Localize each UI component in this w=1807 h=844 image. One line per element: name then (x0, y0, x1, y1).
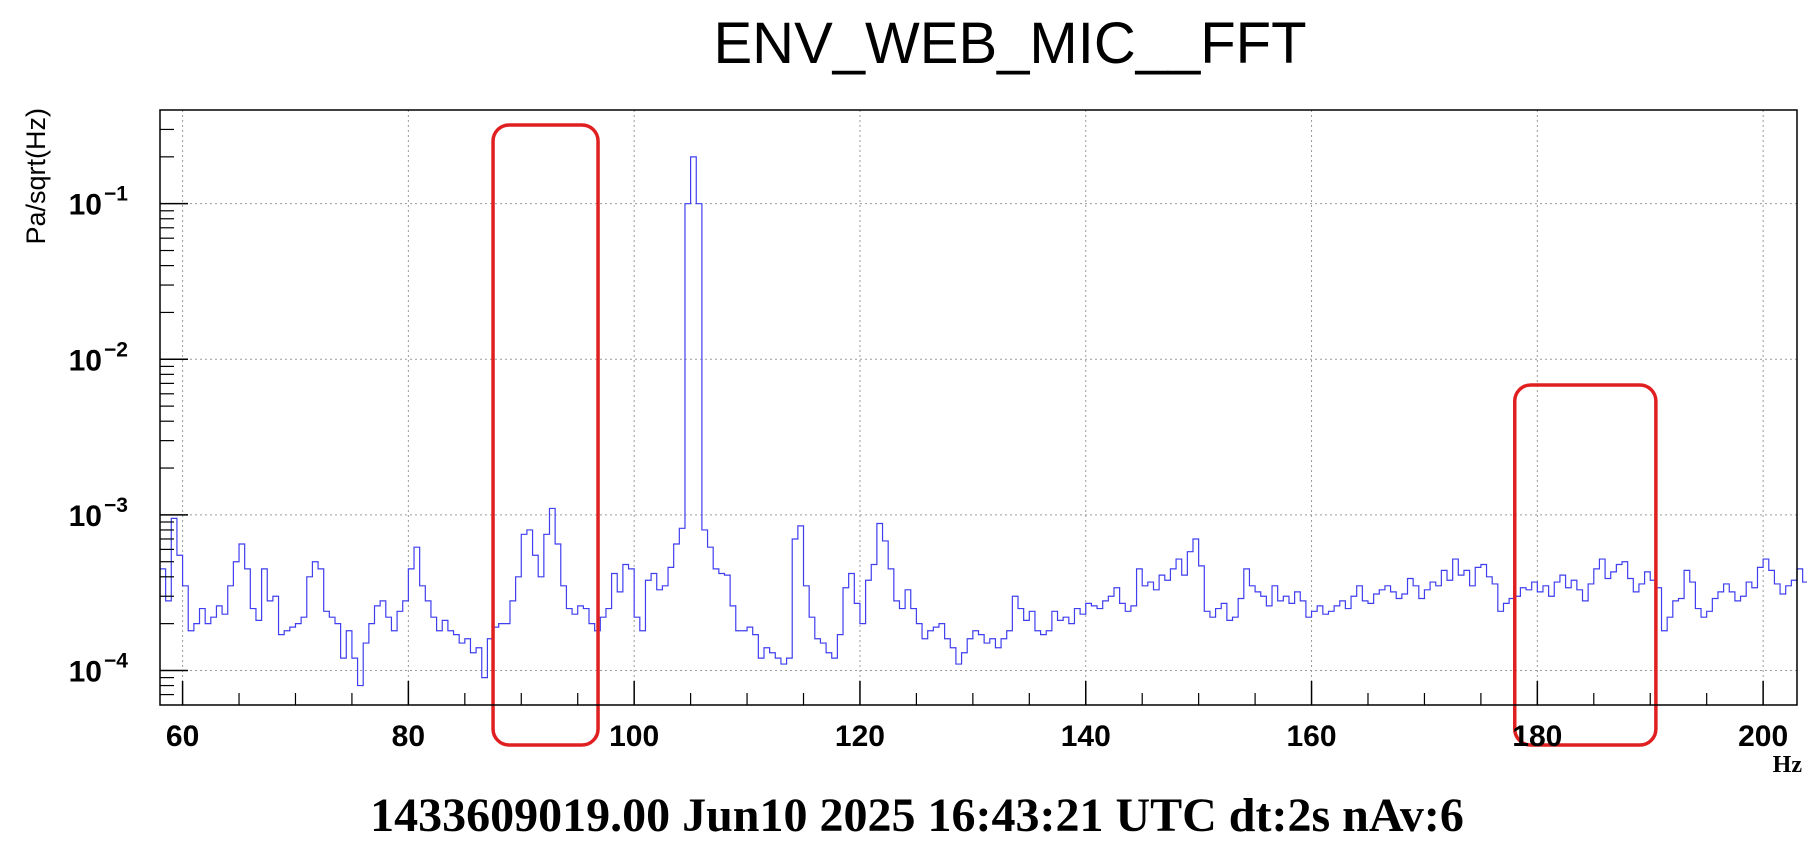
highlight-box (491, 123, 600, 747)
chart-title: ENV_WEB_MIC__FFT (714, 11, 1307, 76)
x-tick-label: 160 (1287, 720, 1337, 753)
x-tick-label: 120 (835, 720, 885, 753)
y-tick-label: 10 (69, 655, 102, 688)
highlight-box (1513, 383, 1658, 747)
x-tick-label: 200 (1738, 720, 1788, 753)
y-tick-label: 10 (69, 344, 102, 377)
timestamp-footer: 1433609019.00 Jun10 2025 16:43:21 UTC dt… (370, 789, 1464, 842)
axis-ticks (160, 128, 1764, 705)
y-tick-label: 10 (69, 500, 102, 533)
plot-frame (159, 109, 1798, 706)
x-tick-label: 60 (166, 720, 199, 753)
x-axis-unit-label: Hz (1773, 752, 1803, 778)
x-tick-label: 140 (1061, 720, 1111, 753)
x-tick-labels: 60 80 100 120 140 160 180 200 (166, 720, 1788, 753)
x-tick-label: 100 (609, 720, 659, 753)
y-tick-exponent: −1 (104, 183, 128, 206)
series-layer (160, 156, 1807, 687)
y-tick-labels: 10−410−310−210−1 (69, 183, 129, 689)
y-axis-label: Pa/sqrt(Hz) (21, 108, 51, 245)
y-tick-exponent: −4 (104, 649, 128, 672)
y-tick-exponent: −2 (104, 338, 128, 361)
highlight-layer (491, 123, 1658, 747)
y-tick-exponent: −3 (104, 494, 128, 517)
x-tick-label: 80 (392, 720, 425, 753)
y-tick-label: 10 (69, 189, 102, 222)
spectrum-series-line (160, 156, 1807, 687)
grid-lines (160, 110, 1797, 705)
x-tick-label: 180 (1512, 720, 1562, 753)
